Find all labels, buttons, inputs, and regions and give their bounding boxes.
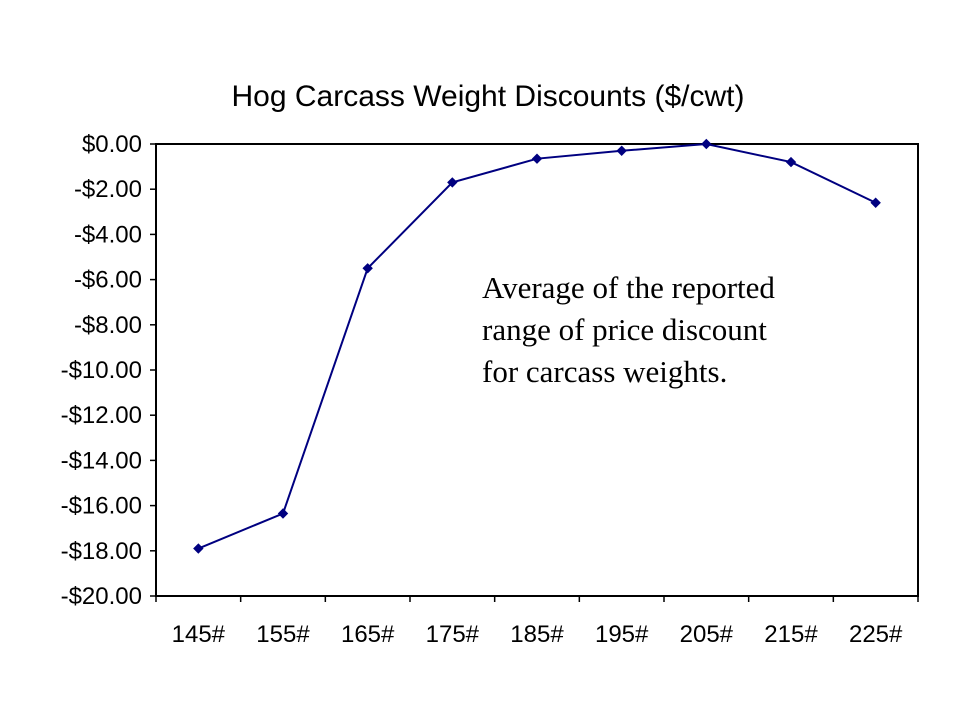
y-tick-label: -$2.00 [74,176,142,203]
x-tick-label: 185# [510,621,564,648]
annotation-line-1: Average of the reported [482,270,775,305]
y-tick-label: $0.00 [82,131,142,158]
data-point-marker [362,263,373,274]
x-tick-label: 225# [849,621,903,648]
y-tick-label: -$18.00 [61,538,142,565]
data-point-marker [531,153,543,164]
data-point-marker [447,177,458,188]
y-tick-label: -$8.00 [74,312,142,339]
y-axis: $0.00 -$2.00 -$4.00 -$6.00 -$8.00 -$10.00 -$12… [61,131,156,610]
x-tick-label: 195# [595,621,649,648]
annotation-line-3: for carcass weights. [482,354,727,389]
x-tick-label: 205# [680,621,734,648]
data-point-marker [785,156,797,168]
annotation-line-2: range of price discount [482,312,767,347]
x-tick-label: 175# [426,621,480,648]
data-point-marker [193,543,204,554]
y-tick-label: -$4.00 [74,221,142,248]
x-axis: 145# 155# 165# 175# 185# 195# 205# 215# 225# [155,596,919,648]
data-point-marker [870,197,881,208]
y-tick-label: -$6.00 [74,267,142,294]
x-tick-label: 155# [256,621,310,648]
x-tick-label: 145# [172,621,226,648]
y-tick-label: -$20.00 [61,583,142,610]
x-tick-label: 165# [341,621,395,648]
data-point-marker [701,138,712,150]
series-line [193,138,881,554]
y-tick-label: -$12.00 [61,402,142,429]
y-tick-label: -$14.00 [61,447,142,474]
y-tick-label: -$16.00 [61,493,142,520]
y-tick-label: -$10.00 [61,357,142,384]
data-point-marker [616,145,627,156]
x-tick-label: 215# [764,621,818,648]
chart-title: Hog Carcass Weight Discounts ($/cwt) [232,80,745,113]
annotation: Average of the reported range of price d… [482,270,775,389]
data-point-marker [277,508,289,519]
